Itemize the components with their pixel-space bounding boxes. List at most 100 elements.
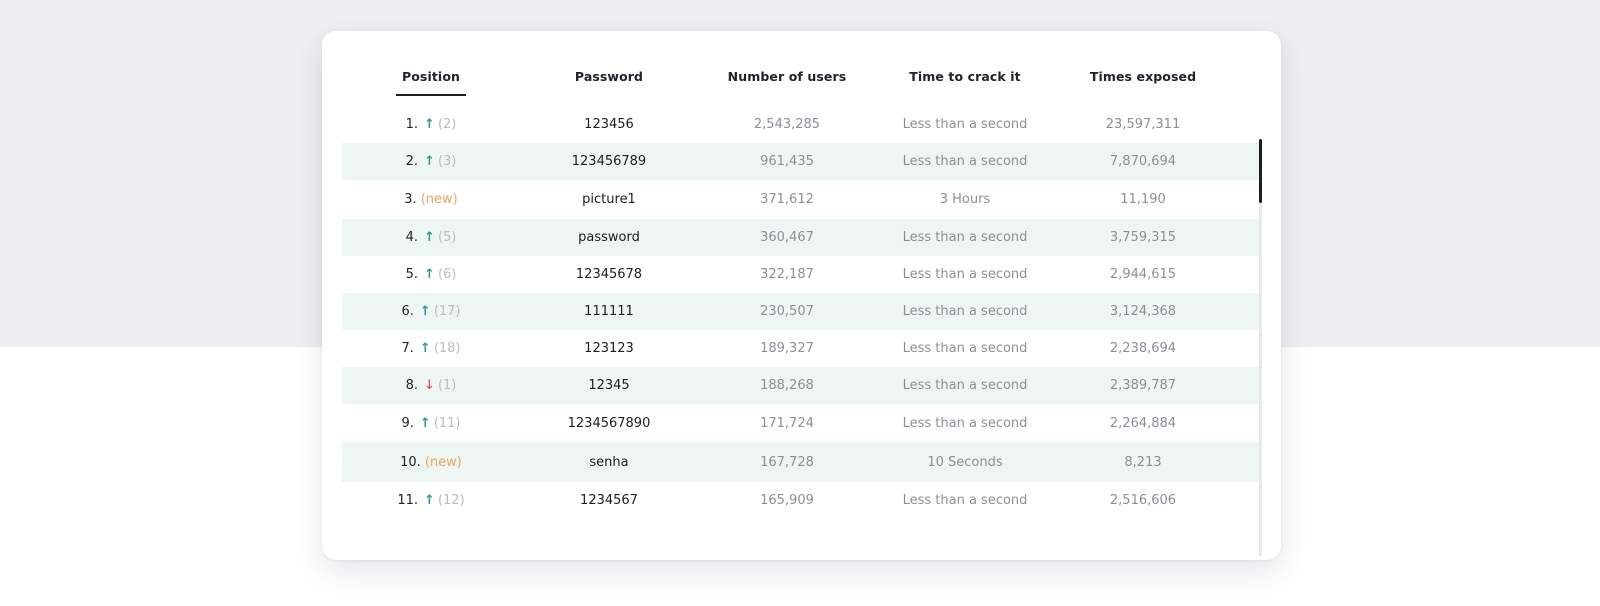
crack-time-cell: Less than a second	[902, 341, 1028, 356]
crack-time-cell: Less than a second	[902, 378, 1028, 393]
position-number: 6.	[401, 304, 414, 319]
header-number-of-users[interactable]: Number of users	[727, 69, 847, 84]
exposed-cell: 3,124,368	[1109, 304, 1177, 319]
password-cell: 123456	[584, 117, 634, 132]
password-cell: 12345	[588, 378, 630, 393]
exposed-cell: 2,516,606	[1109, 493, 1177, 508]
table-row: 4. ↑ (5) password 360,467 Less than a second 3…	[342, 219, 1260, 256]
arrow-up-icon: ↑	[424, 493, 435, 508]
exposed-cell: 2,264,884	[1109, 415, 1177, 431]
exposed-cell: 2,238,694	[1109, 341, 1177, 356]
crack-time-cell: Less than a second	[902, 117, 1028, 132]
position-cell: 9. ↑ (11)	[342, 404, 520, 442]
users-cell: 2,543,285	[753, 117, 821, 132]
crack-time-cell: 3 Hours	[939, 192, 991, 207]
table-row: 1. ↑ (2) 123456 2,543,285 Less than a second 2…	[342, 106, 1260, 143]
arrow-up-icon: ↑	[419, 341, 431, 356]
table-row: 11. ↑ (12) 1234567 165,909 Less than a second…	[342, 482, 1260, 519]
position-number: 10.	[400, 454, 421, 470]
position-number: 8.	[405, 378, 419, 393]
previous-position: (1)	[437, 378, 457, 393]
previous-position: (6)	[437, 267, 457, 282]
arrow-up-icon: ↑	[419, 415, 431, 431]
previous-position: (18)	[433, 341, 461, 356]
crack-time-cell: Less than a second	[902, 154, 1028, 169]
table-row: 3. (new) picture1 371,612 3 Hours 11,190	[342, 180, 1260, 219]
header-times-exposed[interactable]: Times exposed	[1089, 69, 1197, 84]
arrow-up-icon: ↑	[424, 230, 435, 245]
position-cell: 4. ↑ (5)	[342, 219, 520, 256]
table-row: 8. ↓ (1) 12345 188,268 Less than a second 2,38…	[342, 367, 1260, 404]
position-cell: 6. ↑ (17)	[342, 293, 520, 330]
password-cell: 1234567	[580, 493, 638, 508]
users-cell: 961,435	[760, 154, 814, 169]
exposed-cell: 2,389,787	[1109, 378, 1177, 393]
password-cell: 111111	[584, 304, 634, 319]
table-row: 5. ↑ (6) 12345678 322,187 Less than a second 2…	[342, 256, 1260, 293]
previous-position: (5)	[437, 230, 457, 245]
new-badge: (new)	[424, 454, 462, 470]
position-number: 3.	[404, 192, 417, 207]
crack-time-cell: Less than a second	[902, 267, 1028, 282]
exposed-cell: 7,870,694	[1109, 154, 1177, 169]
table-row: 9. ↑ (11) 1234567890 171,724 Less than a seco…	[342, 404, 1260, 442]
password-cell: 12345678	[575, 267, 643, 282]
scrollbar-thumb[interactable]	[1259, 139, 1262, 203]
exposed-cell: 8,213	[1124, 454, 1162, 470]
exposed-cell: 3,759,315	[1109, 230, 1177, 245]
crack-time-cell: Less than a second	[902, 304, 1028, 319]
users-cell: 171,724	[760, 415, 814, 431]
position-number: 4.	[405, 230, 419, 245]
password-table-card: Position Password Number of users Time t…	[322, 31, 1281, 560]
previous-position: (11)	[433, 415, 461, 431]
password-cell: 123456789	[571, 154, 647, 169]
position-cell: 10. (new)	[342, 442, 520, 482]
password-cell: 1234567890	[567, 415, 651, 431]
table-header: Position Password Number of users Time t…	[342, 31, 1260, 106]
exposed-cell: 23,597,311	[1105, 117, 1181, 132]
new-badge: (new)	[420, 192, 458, 207]
users-cell: 188,268	[760, 378, 814, 393]
position-number: 7.	[401, 341, 414, 356]
table-body: 1. ↑ (2) 123456 2,543,285 Less than a second 2…	[342, 106, 1260, 556]
previous-position: (17)	[433, 304, 461, 319]
position-number: 11.	[397, 493, 419, 508]
exposed-cell: 2,944,615	[1109, 267, 1177, 282]
password-cell: 123123	[584, 341, 634, 356]
position-number: 1.	[405, 117, 419, 132]
position-cell: 5. ↑ (6)	[342, 256, 520, 293]
crack-time-cell: Less than a second	[902, 230, 1028, 245]
previous-position: (12)	[437, 493, 465, 508]
password-cell: senha	[589, 454, 629, 470]
users-cell: 360,467	[760, 230, 814, 245]
arrow-down-icon: ↓	[424, 378, 435, 393]
header-position-tab[interactable]: Position	[342, 69, 520, 96]
users-cell: 230,507	[760, 304, 814, 319]
password-cell: picture1	[582, 192, 636, 207]
position-cell: 1. ↑ (2)	[342, 106, 520, 143]
position-cell: 7. ↑ (18)	[342, 330, 520, 367]
table-row: 2. ↑ (3) 123456789 961,435 Less than a second…	[342, 143, 1260, 180]
position-cell: 3. (new)	[342, 180, 520, 219]
position-number: 9.	[401, 415, 414, 431]
users-cell: 165,909	[760, 493, 814, 508]
password-cell: password	[578, 230, 640, 245]
arrow-up-icon: ↑	[424, 154, 435, 169]
table-row: 7. ↑ (18) 123123 189,327 Less than a second 2,…	[342, 330, 1260, 367]
arrow-up-icon: ↑	[424, 267, 435, 282]
arrow-up-icon: ↑	[424, 117, 435, 132]
crack-time-cell: 10 Seconds	[927, 454, 1003, 470]
crack-time-cell: Less than a second	[902, 415, 1028, 431]
crack-time-cell: Less than a second	[902, 493, 1028, 508]
position-number: 5.	[405, 267, 419, 282]
header-password[interactable]: Password	[574, 69, 644, 84]
users-cell: 167,728	[760, 454, 814, 470]
users-cell: 371,612	[760, 192, 814, 207]
header-time-to-crack[interactable]: Time to crack it	[909, 69, 1021, 84]
users-cell: 322,187	[760, 267, 814, 282]
scrollbar-track[interactable]	[1259, 139, 1262, 556]
previous-position: (3)	[437, 154, 457, 169]
position-cell: 2. ↑ (3)	[342, 143, 520, 180]
exposed-cell: 11,190	[1120, 192, 1166, 207]
table-row: 10. (new) senha 167,728 10 Seconds 8,213	[342, 442, 1260, 482]
